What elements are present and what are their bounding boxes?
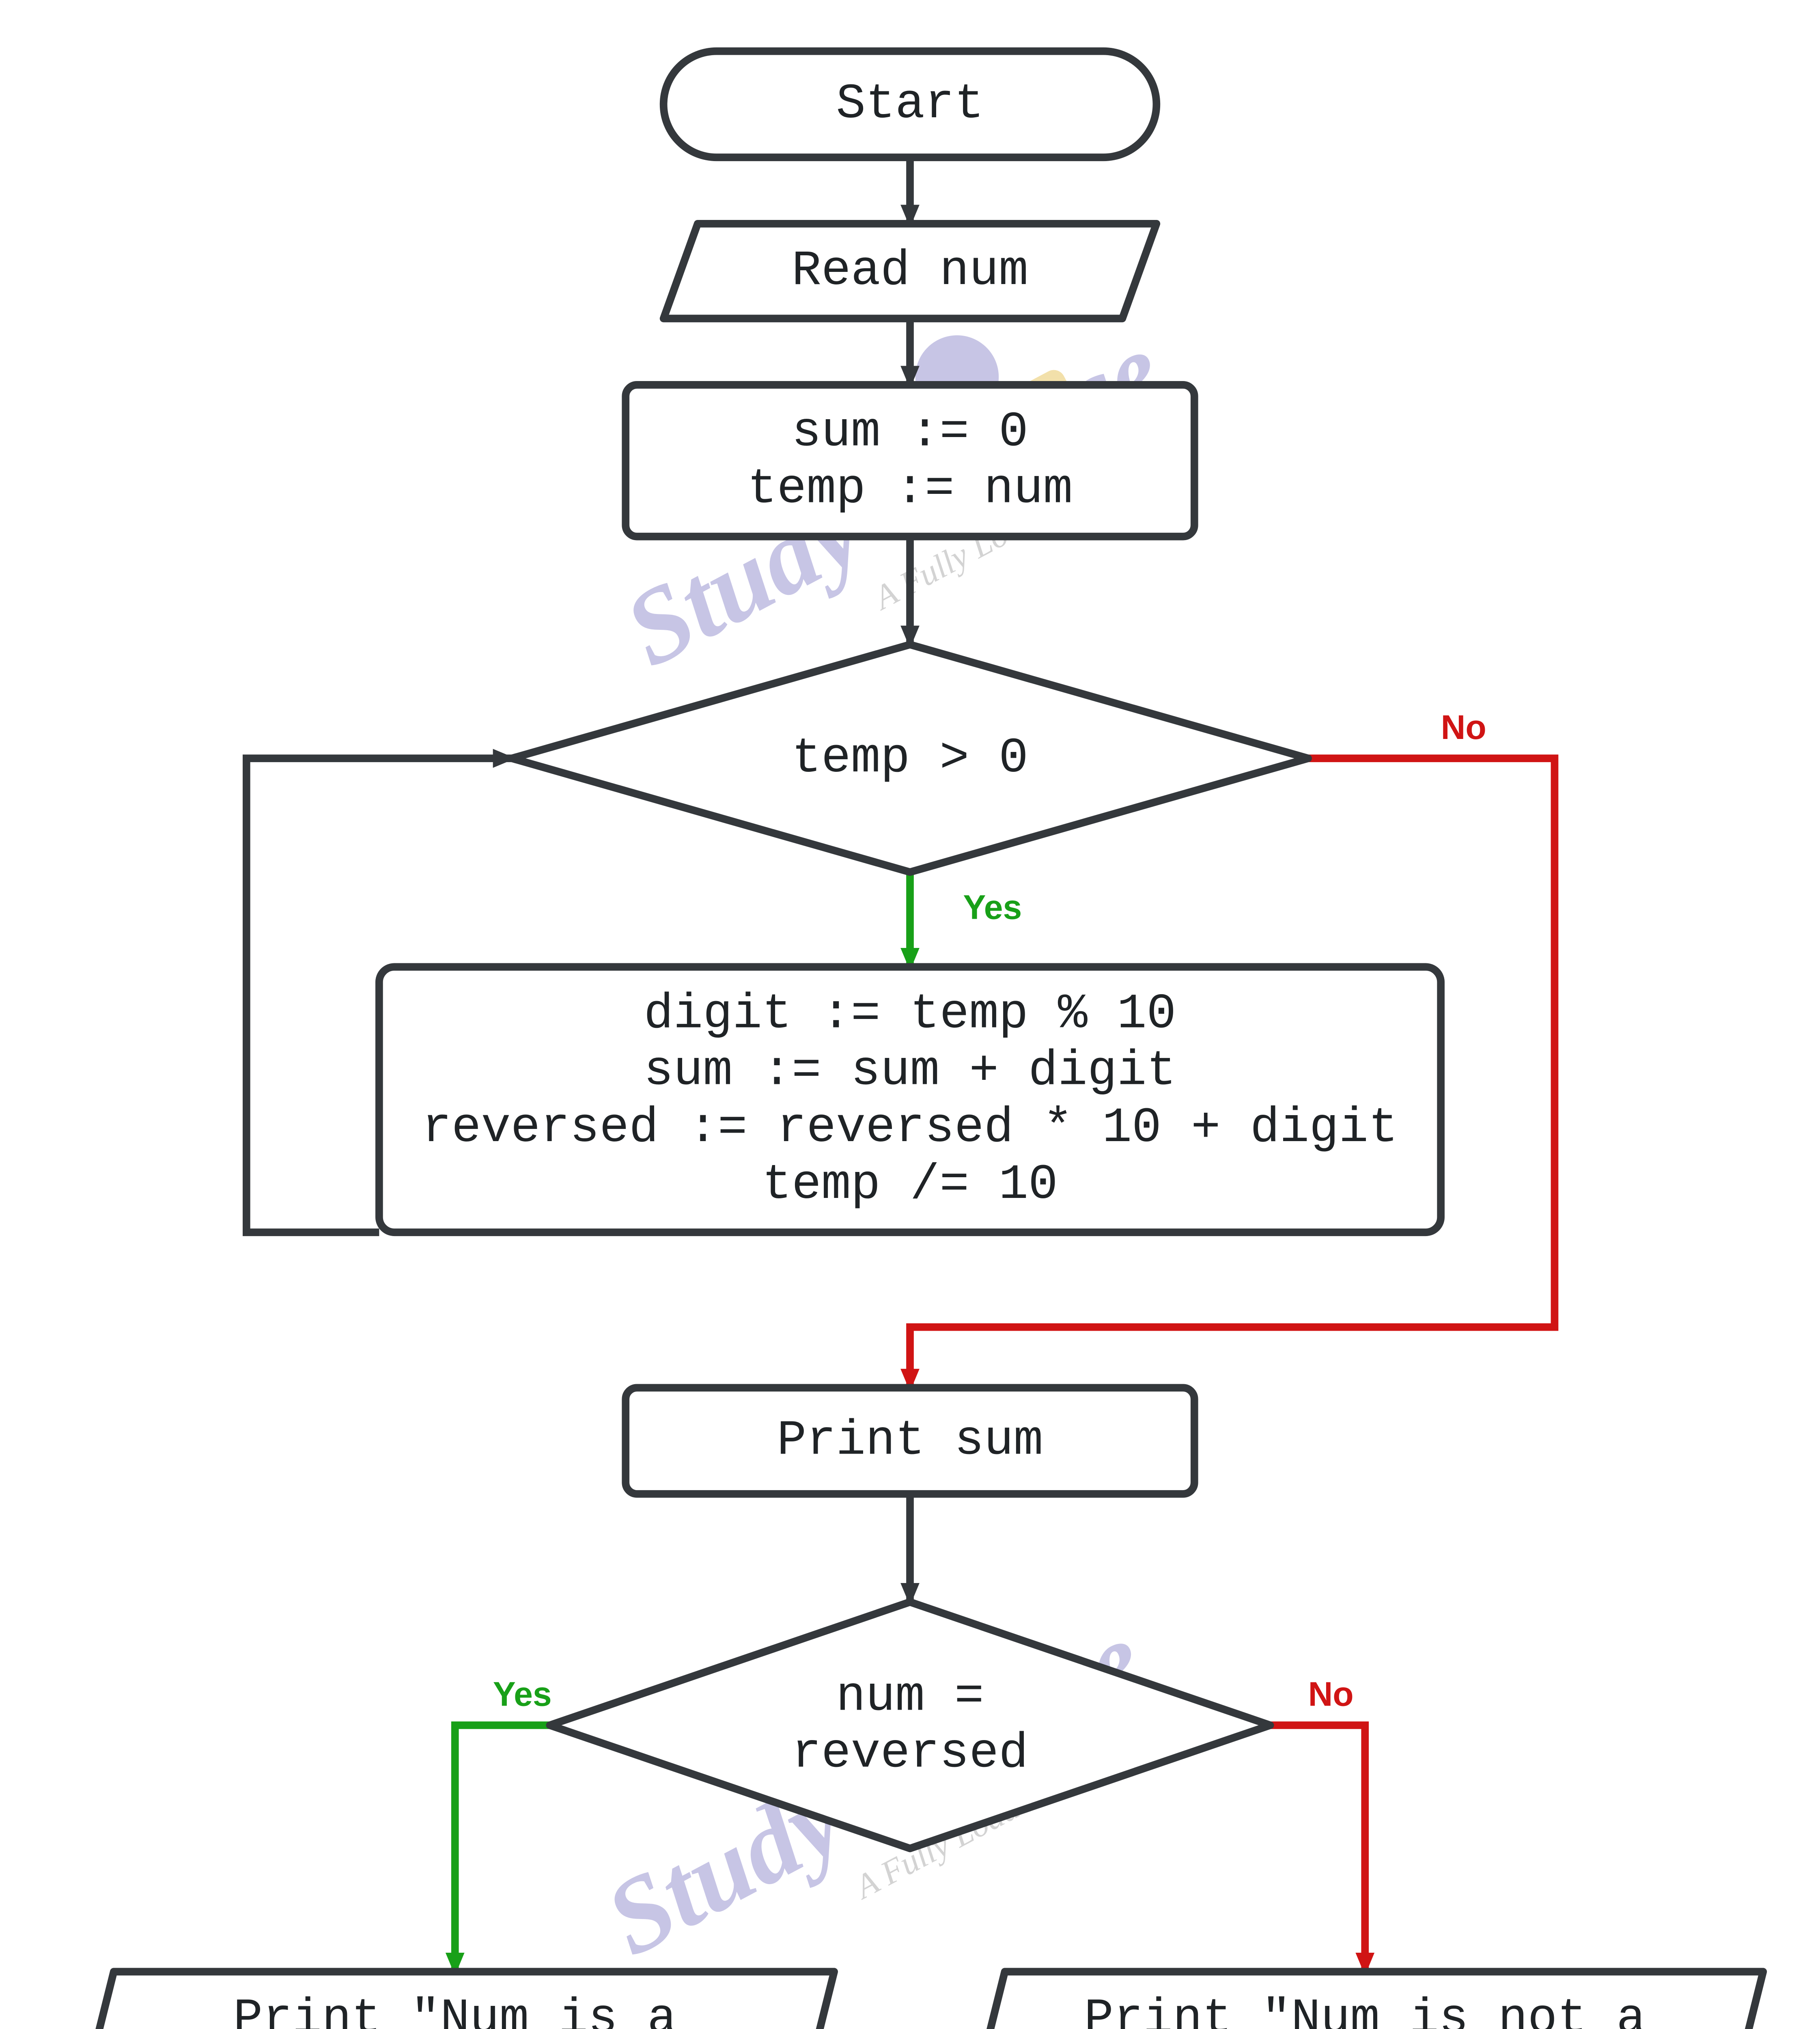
edge — [1270, 1725, 1365, 1971]
edge — [455, 1725, 550, 1971]
node-yesOut-label: Print "Num is a — [233, 1992, 677, 2029]
node-cond2 — [550, 1602, 1270, 1848]
no-label: No — [1441, 708, 1486, 746]
node-loop-label: sum := sum + digit — [644, 1044, 1176, 1099]
node-init-label: sum := 0 — [792, 405, 1028, 460]
flowchart-canvas: Study GlanceA Fully Loaded NotebookStudy… — [0, 0, 1820, 2029]
node-noOut-label: Print "Num is not a — [1084, 1992, 1646, 2029]
node-loop-label: temp /= 10 — [762, 1157, 1058, 1213]
node-printsum-label: Print sum — [777, 1413, 1043, 1469]
node-loop-label: reversed := reversed * 10 + digit — [422, 1101, 1398, 1156]
node-start-label: Start — [836, 77, 984, 132]
node-read-label: Read num — [792, 243, 1028, 299]
yes-label: Yes — [493, 1675, 552, 1713]
yes-label: Yes — [963, 888, 1022, 926]
node-cond2-label: num = — [836, 1669, 984, 1725]
node-loop-label: digit := temp % 10 — [644, 987, 1176, 1043]
no-label: No — [1308, 1675, 1354, 1713]
node-cond2-label: reversed — [792, 1726, 1028, 1782]
node-cond1-label: temp > 0 — [792, 731, 1028, 786]
node-init-label: temp := num — [747, 461, 1073, 517]
